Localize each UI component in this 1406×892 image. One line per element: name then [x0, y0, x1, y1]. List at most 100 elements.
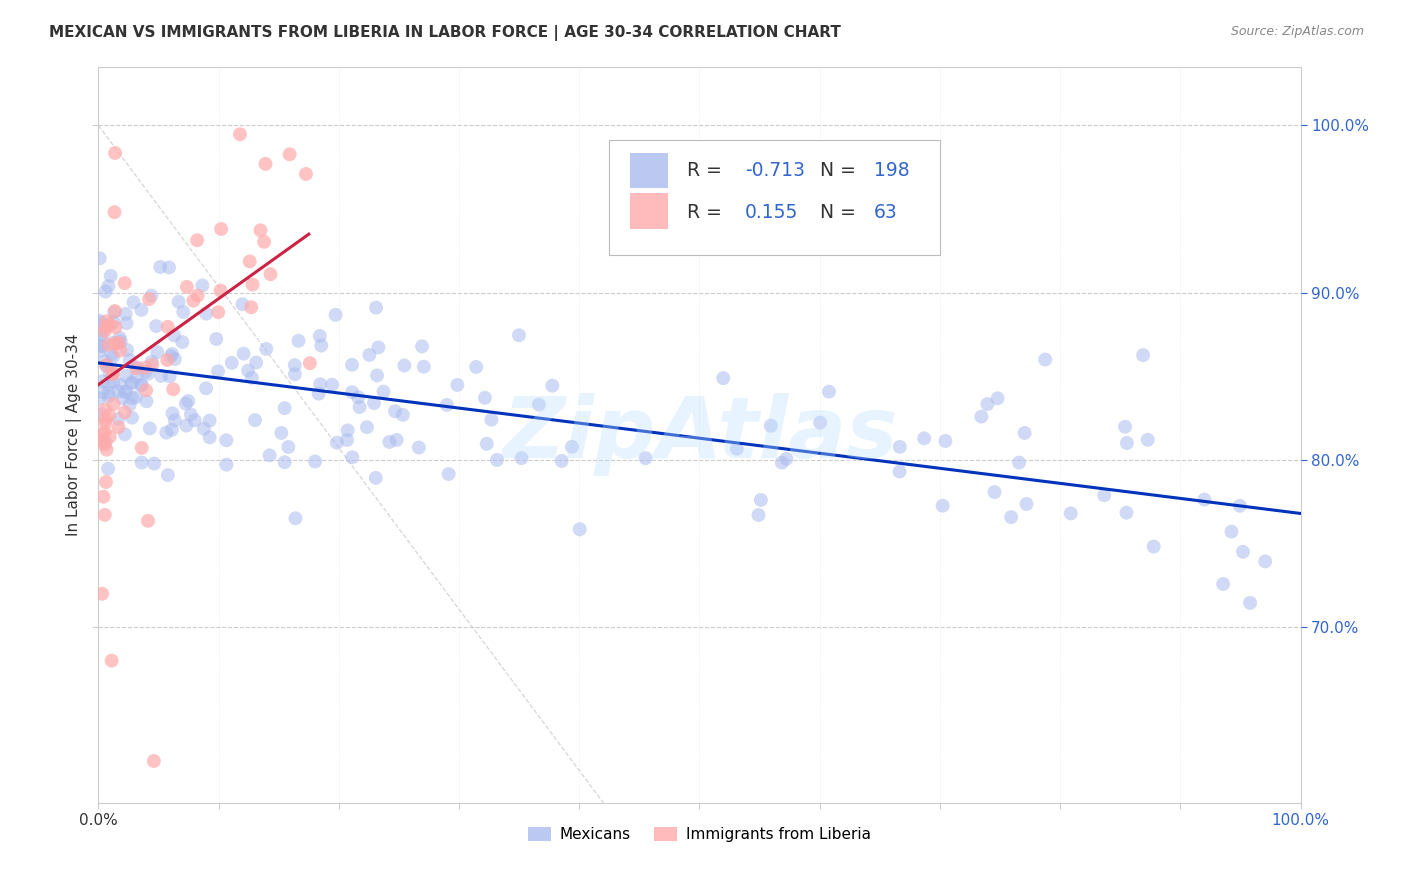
Point — [205, 332, 228, 346]
Point — [191, 278, 214, 293]
Point — [541, 378, 564, 392]
Point — [1033, 352, 1056, 367]
Point — [249, 223, 271, 237]
Point — [232, 347, 254, 361]
Point — [934, 434, 956, 448]
Point — [325, 308, 347, 322]
Point — [103, 305, 125, 319]
Point — [508, 328, 530, 343]
Point — [775, 451, 797, 466]
Point — [156, 319, 179, 334]
Point — [326, 435, 349, 450]
Point — [131, 441, 153, 455]
Point — [240, 300, 263, 314]
Point — [118, 353, 141, 368]
Point — [391, 408, 413, 422]
Point — [243, 413, 266, 427]
Point — [270, 425, 292, 440]
Point — [273, 455, 295, 469]
Point — [207, 364, 229, 378]
Bar — [630, 153, 668, 188]
Point — [254, 342, 277, 356]
Bar — [630, 194, 668, 229]
Text: R =: R = — [688, 161, 728, 180]
Point — [141, 288, 163, 302]
Point — [91, 339, 114, 353]
Point — [198, 430, 221, 444]
Point — [115, 368, 138, 383]
Point — [103, 375, 125, 389]
Point — [93, 425, 115, 439]
Point — [284, 511, 307, 525]
Point — [408, 441, 430, 455]
Point — [1008, 456, 1031, 470]
Point — [135, 394, 157, 409]
Point — [180, 408, 202, 422]
Point — [437, 467, 460, 481]
Point — [146, 345, 169, 359]
Point — [976, 397, 998, 411]
Point — [186, 233, 208, 247]
Point — [340, 358, 363, 372]
Point — [90, 327, 112, 342]
Point — [94, 475, 117, 489]
Point — [207, 305, 229, 319]
Point — [278, 147, 301, 161]
Point — [172, 305, 194, 319]
Point — [366, 368, 388, 383]
Point — [770, 456, 793, 470]
Point — [725, 442, 748, 456]
Point — [160, 423, 183, 437]
Point — [818, 384, 841, 399]
Point — [163, 352, 186, 367]
Point — [215, 458, 238, 472]
Point — [97, 377, 120, 392]
Point — [103, 397, 125, 411]
Legend: Mexicans, Immigrants from Liberia: Mexicans, Immigrants from Liberia — [522, 821, 877, 848]
Point — [118, 398, 141, 412]
Point — [110, 334, 132, 349]
Point — [1136, 433, 1159, 447]
Point — [107, 384, 129, 399]
Point — [131, 456, 153, 470]
Point — [143, 457, 166, 471]
Text: 198: 198 — [873, 161, 910, 180]
Point — [215, 434, 238, 448]
Point — [1232, 545, 1254, 559]
Point — [91, 374, 114, 388]
Point — [1014, 425, 1036, 440]
Point — [91, 385, 114, 400]
Point — [174, 418, 197, 433]
Point — [1229, 499, 1251, 513]
Point — [373, 384, 395, 399]
Point — [298, 356, 321, 370]
Point — [364, 471, 387, 485]
Point — [121, 376, 143, 390]
Point — [134, 360, 156, 375]
Point — [486, 453, 509, 467]
Point — [209, 284, 232, 298]
Point — [94, 508, 117, 522]
Point — [172, 334, 194, 349]
Point — [89, 343, 111, 358]
Point — [149, 260, 172, 274]
Point — [162, 382, 184, 396]
Point — [159, 369, 181, 384]
Point — [198, 414, 221, 428]
Point — [120, 376, 142, 390]
Point — [239, 254, 262, 268]
Point — [1239, 596, 1261, 610]
Point — [321, 377, 343, 392]
Point — [912, 431, 935, 445]
Point — [89, 252, 111, 266]
Text: -0.713: -0.713 — [745, 161, 806, 180]
Point — [94, 416, 117, 430]
Point — [97, 279, 120, 293]
Point — [163, 413, 186, 427]
Point — [366, 301, 388, 315]
Point — [385, 433, 408, 447]
Point — [100, 654, 122, 668]
Point — [141, 354, 163, 368]
Point — [889, 465, 911, 479]
Point — [107, 335, 129, 350]
